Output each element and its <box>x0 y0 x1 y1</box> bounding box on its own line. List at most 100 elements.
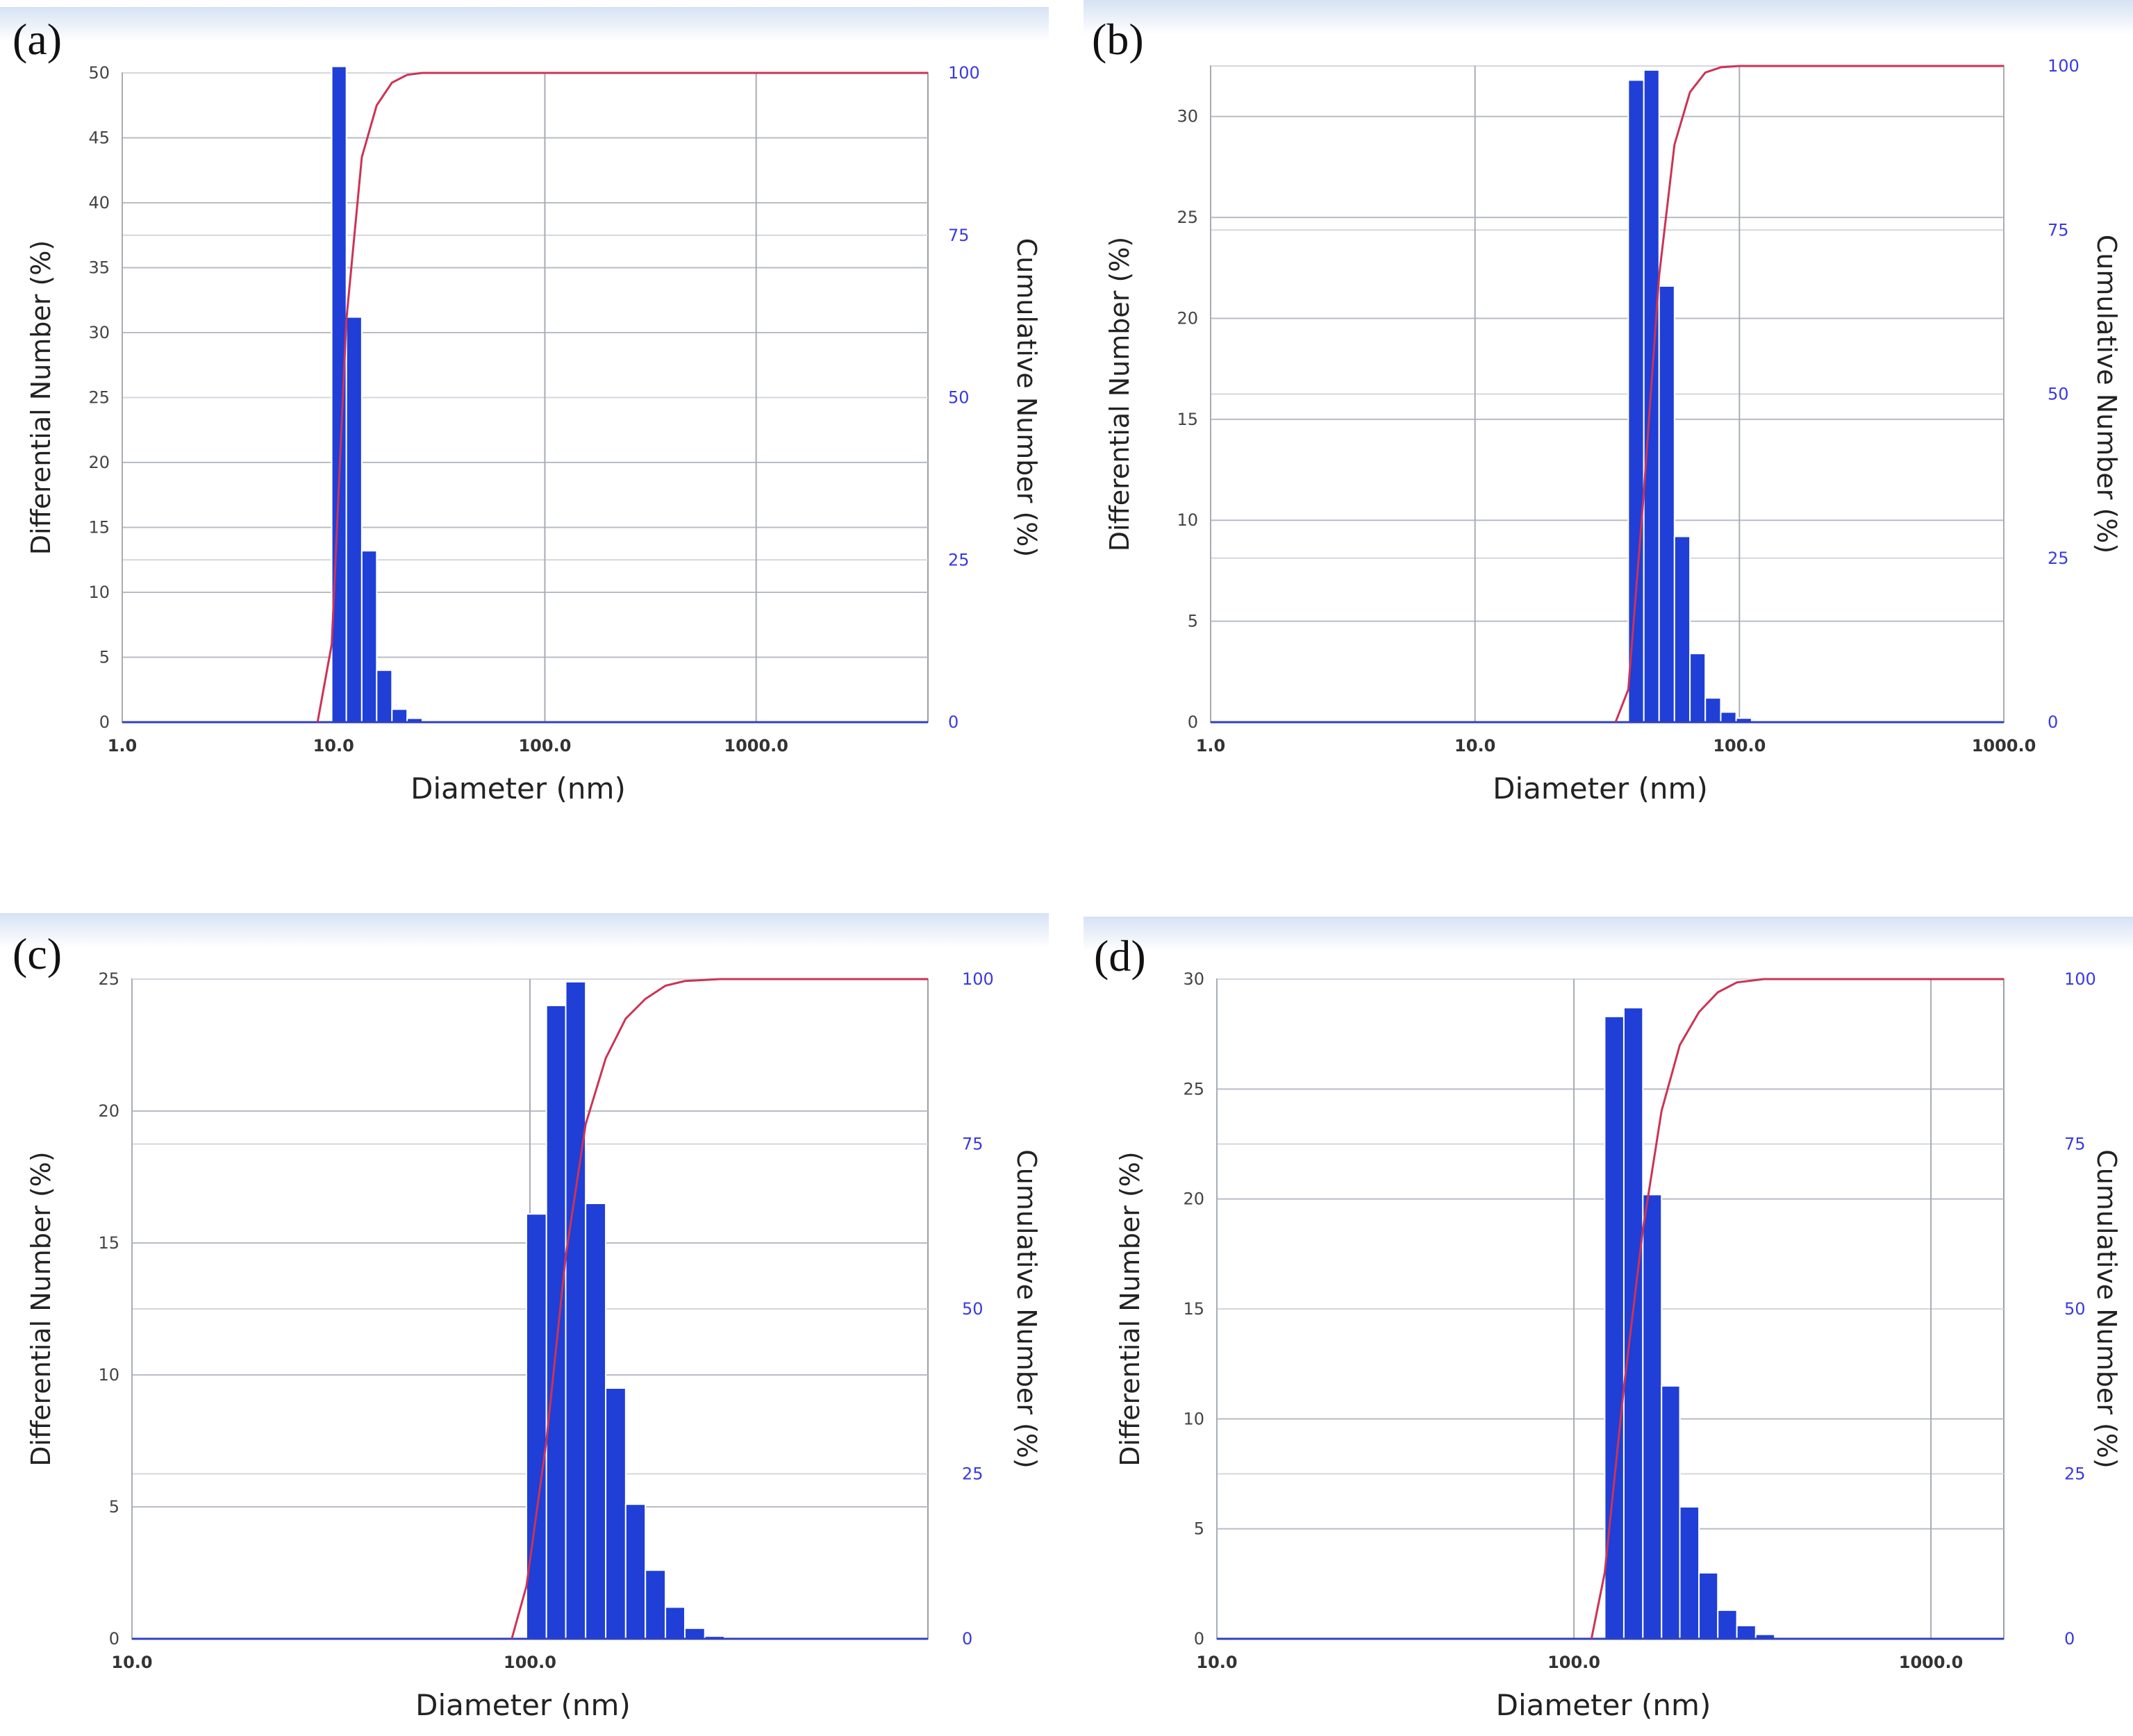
y-tick-label: 50 <box>88 63 110 83</box>
y-tick-label: 10 <box>1177 510 1198 530</box>
y2-tick-label: 50 <box>948 388 970 408</box>
y2-tick-label: 75 <box>962 1135 983 1154</box>
y2-axis-label: Cumulative Number (%) <box>2091 235 2122 553</box>
histogram-bar <box>545 1005 567 1639</box>
histogram-bar <box>1673 535 1691 723</box>
histogram-bar <box>645 1569 667 1639</box>
y-tick-label: 5 <box>99 648 110 667</box>
x-tick-label: 100.0 <box>1547 1653 1600 1672</box>
y2-tick-label: 75 <box>948 226 970 245</box>
histogram-bar <box>376 669 393 724</box>
y-tick-label: 30 <box>88 323 110 342</box>
x-tick-label: 100.0 <box>518 736 571 756</box>
x-tick-label: 10.0 <box>1454 736 1495 756</box>
cumulative-curve <box>1614 65 2004 723</box>
panel-label: (b) <box>1092 15 1144 64</box>
y-tick-label: 30 <box>1183 969 1204 989</box>
chart-panel-b: (b) 0 5 10 15 20 25 30 0 25 50 75 100 1.0 10.0 100.0 100… <box>1084 0 2133 806</box>
y2-tick-label: 100 <box>948 63 980 83</box>
x-tick-label: 10.0 <box>111 1653 152 1672</box>
chart-panel-d: (d) 0 5 10 15 20 25 30 0 25 50 75 100 10.0 100.0 1000.0… <box>1084 917 2133 1722</box>
histogram-bar <box>1698 1572 1719 1639</box>
panel-label: (d) <box>1094 931 1146 980</box>
y-tick-label: 10 <box>88 583 110 602</box>
y2-tick-label: 100 <box>2048 56 2080 76</box>
y-tick-label: 35 <box>88 258 110 278</box>
histogram-bar <box>585 1203 607 1639</box>
y-tick-label: 15 <box>88 518 110 537</box>
y2-tick-label: 0 <box>962 1629 972 1649</box>
histogram-bar <box>1679 1506 1700 1639</box>
y-tick-label: 15 <box>98 1233 119 1253</box>
y-tick-label: 40 <box>88 193 110 212</box>
y2-tick-label: 25 <box>2064 1464 2086 1484</box>
y-tick-label: 5 <box>1188 612 1198 631</box>
chart-panel-c: (c) 0 5 10 15 20 25 0 25 50 75 100 10.0 100.0 Diameter… <box>0 913 1049 1722</box>
x-tick-label: 1000.0 <box>724 736 788 756</box>
y-tick-label: 30 <box>1177 107 1198 126</box>
x-tick-label: 1.0 <box>1196 736 1226 756</box>
y2-tick-label: 50 <box>2048 385 2069 404</box>
histogram-bar <box>1627 79 1645 724</box>
x-tick-label: 10.0 <box>313 736 354 756</box>
y-axis-label: Differential Number (%) <box>1104 237 1135 552</box>
y-tick-label: 0 <box>1194 1629 1204 1649</box>
y-tick-label: 15 <box>1183 1299 1204 1319</box>
histogram-bar <box>1642 1194 1663 1640</box>
x-tick-label: 100.0 <box>504 1653 556 1672</box>
histogram-bar <box>665 1606 686 1639</box>
y-tick-label: 0 <box>1188 712 1198 732</box>
x-axis-label: Diameter (nm) <box>410 771 626 806</box>
y2-tick-label: 100 <box>962 969 994 989</box>
chart-panel-a: (a) 0 5 10 15 20 25 30 35 40 45 50 0 25 50 75 100 1.0 10.0… <box>0 7 1049 806</box>
x-tick-label: 1000.0 <box>1972 736 2036 756</box>
y2-tick-label: 75 <box>2048 220 2069 240</box>
y2-tick-label: 50 <box>962 1299 983 1319</box>
y-tick-label: 20 <box>1177 308 1198 328</box>
y-axis-label: Differential Number (%) <box>1115 1151 1145 1467</box>
y-tick-label: 0 <box>109 1629 119 1649</box>
panel-header-band <box>0 913 1049 948</box>
histogram-bar <box>1704 697 1722 723</box>
x-tick-label: 1000.0 <box>1899 1653 1964 1672</box>
histogram-bar <box>391 708 408 723</box>
histogram-bar <box>360 550 378 723</box>
histogram-bar <box>1736 1625 1757 1639</box>
histogram-bar <box>331 65 347 723</box>
x-tick-label: 1.0 <box>108 736 138 756</box>
y2-tick-label: 0 <box>948 712 958 732</box>
y-tick-label: 20 <box>88 453 110 472</box>
y-tick-label: 15 <box>1177 410 1198 429</box>
histogram-bar <box>1658 285 1675 723</box>
panel-label: (a) <box>13 15 62 64</box>
y2-axis-label: Cumulative Number (%) <box>1011 1149 1042 1468</box>
y-tick-label: 10 <box>1183 1409 1204 1428</box>
y-axis-label: Differential Number (%) <box>26 1151 56 1467</box>
x-tick-label: 100.0 <box>1713 736 1766 756</box>
cumulative-curve <box>1590 978 2004 1639</box>
y2-axis-label: Cumulative Number (%) <box>1011 238 1042 557</box>
y2-tick-label: 50 <box>2064 1299 2086 1319</box>
histogram-bar <box>1622 1007 1644 1639</box>
x-axis-label: Diameter (nm) <box>415 1688 631 1722</box>
y2-tick-label: 25 <box>948 550 970 569</box>
y-tick-label: 45 <box>88 128 110 148</box>
panel-label: (c) <box>13 929 62 978</box>
y2-tick-label: 25 <box>2048 549 2069 568</box>
panel-header-band <box>0 7 1049 42</box>
y-tick-label: 10 <box>98 1365 119 1385</box>
y-tick-label: 25 <box>98 969 119 989</box>
y-axis-label: Differential Number (%) <box>26 240 56 556</box>
histogram-bar <box>1717 1609 1738 1639</box>
histogram-bar <box>525 1213 547 1639</box>
histogram-bar <box>624 1503 647 1639</box>
histogram-bar <box>345 316 363 723</box>
y2-tick-label: 75 <box>2064 1135 2086 1154</box>
histogram-bar <box>1689 653 1707 724</box>
y-tick-label: 5 <box>109 1497 119 1517</box>
panel-header-band <box>1084 0 2133 35</box>
histogram-bar <box>1720 711 1737 724</box>
cumulative-curve <box>316 72 928 723</box>
x-tick-label: 10.0 <box>1196 1653 1237 1672</box>
